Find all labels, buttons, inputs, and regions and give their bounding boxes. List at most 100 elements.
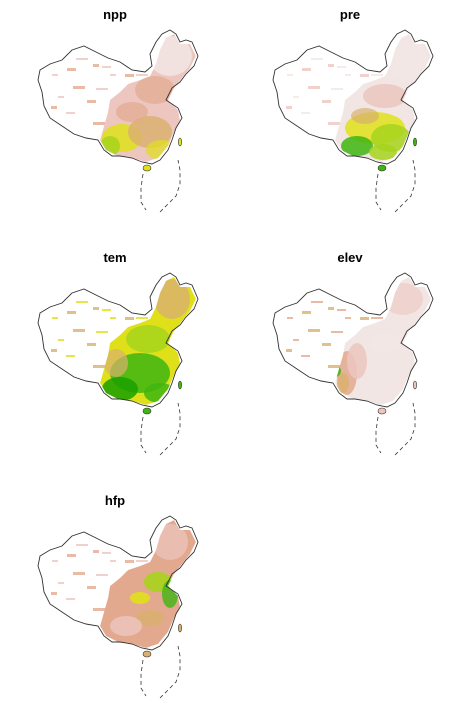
panel-title-pre: pre	[339, 7, 361, 22]
island	[377, 164, 387, 172]
speckle	[136, 74, 148, 76]
island	[377, 407, 387, 415]
sea-boundary	[375, 159, 416, 213]
speckle	[301, 112, 310, 114]
panel-tem: tem	[0, 243, 230, 479]
raster-tem	[100, 277, 196, 405]
speckle	[322, 343, 331, 346]
island	[178, 380, 182, 390]
country-outline	[272, 272, 434, 408]
speckle	[302, 311, 311, 314]
sea-boundary	[140, 402, 181, 456]
speckle	[331, 331, 343, 333]
speckle	[322, 100, 331, 103]
speckle	[58, 582, 64, 584]
raster-patch	[351, 108, 379, 124]
raster-patch	[341, 136, 373, 156]
speckle	[136, 560, 148, 562]
speckle	[125, 317, 134, 320]
speckle	[110, 317, 116, 319]
speckle	[301, 355, 310, 357]
raster-patch	[363, 84, 407, 108]
speckle	[311, 58, 323, 60]
speckle	[286, 106, 292, 109]
raster-patch	[162, 580, 178, 608]
raster-patch	[387, 40, 427, 80]
country-outline	[37, 515, 199, 651]
speckle	[360, 317, 369, 320]
sea-boundary	[375, 402, 416, 456]
speckle	[51, 592, 57, 595]
country-outline	[37, 272, 199, 408]
raster-patch	[136, 610, 164, 626]
speckle	[66, 355, 75, 357]
speckle	[67, 554, 76, 557]
map-elev	[272, 272, 434, 456]
raster-patch	[152, 524, 188, 560]
speckle	[102, 309, 111, 311]
speckle	[93, 64, 99, 67]
speckle	[302, 68, 311, 71]
speckle	[345, 74, 351, 76]
speckle	[293, 339, 299, 341]
panel-title-elev: elev	[337, 250, 363, 265]
speckle	[51, 349, 57, 352]
island	[142, 407, 152, 415]
speckle	[76, 301, 88, 303]
speckle	[371, 317, 383, 319]
speckle	[287, 74, 293, 76]
speckle	[87, 343, 96, 346]
raster-patch	[154, 279, 190, 319]
speckle	[67, 68, 76, 71]
island	[142, 164, 152, 172]
speckle	[337, 66, 346, 68]
raster-patch	[130, 592, 150, 604]
sea-boundary	[140, 645, 181, 699]
panel-npp: npp	[0, 0, 230, 236]
speckle	[96, 88, 108, 90]
speckle	[125, 560, 134, 563]
panel-elev: elev	[235, 243, 465, 479]
raster-patch	[104, 349, 128, 377]
speckle	[328, 307, 334, 310]
speckle	[102, 66, 111, 68]
speckle	[93, 307, 99, 310]
west-speckles	[51, 544, 148, 611]
speckle	[93, 122, 105, 125]
speckle	[345, 317, 351, 319]
speckle	[293, 96, 299, 98]
speckle	[328, 64, 334, 67]
west-speckles	[51, 301, 148, 368]
speckle	[286, 349, 292, 352]
west-speckles	[51, 58, 148, 125]
speckle	[66, 112, 75, 114]
raster-npp	[100, 34, 196, 162]
island	[142, 650, 152, 658]
panel-pre: pre	[235, 0, 465, 236]
island	[178, 623, 182, 633]
speckle	[136, 317, 148, 319]
speckle	[93, 365, 105, 368]
west-speckles	[286, 58, 383, 125]
speckle	[331, 88, 343, 90]
speckle	[52, 317, 58, 319]
speckle	[87, 586, 96, 589]
raster-pre	[335, 34, 431, 162]
panel-hfp: hfp	[0, 486, 230, 722]
speckle	[96, 331, 108, 333]
raster-patch	[369, 333, 401, 353]
speckle	[311, 301, 323, 303]
speckle	[87, 100, 96, 103]
raster-patch	[126, 325, 170, 353]
panel-title-hfp: hfp	[104, 493, 126, 508]
sea-boundary	[140, 159, 181, 213]
speckle	[308, 329, 320, 332]
speckle	[328, 122, 340, 125]
speckle	[360, 74, 369, 77]
speckle	[110, 74, 116, 76]
raster-patch	[128, 116, 172, 148]
raster-patch	[148, 36, 192, 76]
speckle	[66, 598, 75, 600]
speckle	[102, 552, 111, 554]
speckle	[76, 58, 88, 60]
